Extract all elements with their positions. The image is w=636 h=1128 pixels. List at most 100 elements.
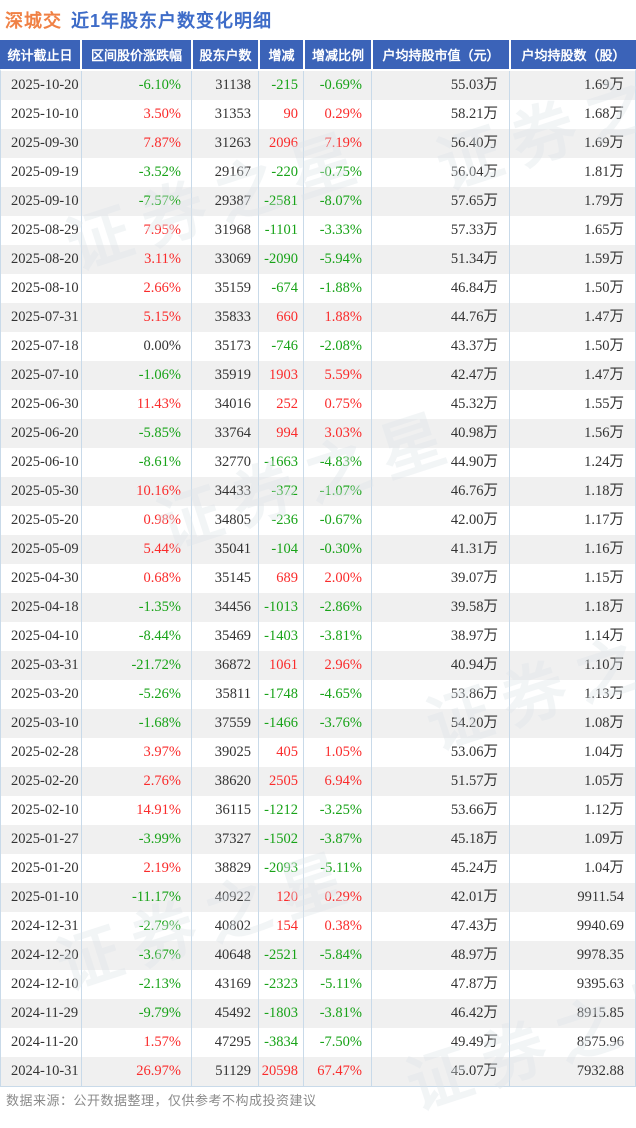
cell-avg-shares: 1.18万 <box>584 599 624 615</box>
cell-range-change: -5.26% <box>82 680 192 709</box>
cell-avg-shares: 1.47万 <box>584 309 624 325</box>
cell-delta-pct: -5.11% <box>304 854 372 883</box>
cell-delta-pct: -3.87% <box>304 825 372 854</box>
cell-avg-market-value: 46.42万 <box>372 999 510 1028</box>
cell-holder-count: 35469 <box>192 622 259 651</box>
cell-delta: -1403 <box>259 622 304 651</box>
cell-avg-market-value: 45.32万 <box>372 390 510 419</box>
cell-avg-market-value: 56.40万 <box>372 129 510 158</box>
cell-avg-shares: 1.50万 <box>584 280 624 296</box>
cell-stat-date: 2025-05-30 <box>1 477 82 506</box>
cell-delta: -3834 <box>259 1028 304 1057</box>
cell-delta: -372 <box>259 477 304 506</box>
cell-delta-pct: 2.96% <box>304 651 372 680</box>
cell-stat-date: 2025-06-20 <box>1 419 82 448</box>
cell-holder-count: 35811 <box>192 680 259 709</box>
cell-range-change: -1.35% <box>82 593 192 622</box>
cell-range-change: 5.15% <box>82 303 192 332</box>
cell-avg-market-value: 41.31万 <box>372 535 510 564</box>
cell-avg-market-value: 44.90万 <box>372 448 510 477</box>
cell-holder-count: 29167 <box>192 158 259 187</box>
cell-delta-pct: 67.47% <box>304 1057 372 1086</box>
cell-delta: -1803 <box>259 999 304 1028</box>
table-row: 2025-01-10 -11.17% 40922 120 0.29% 42.01… <box>1 883 635 912</box>
cell-holder-count: 45492 <box>192 999 259 1028</box>
cell-stat-date: 2025-02-28 <box>1 738 82 767</box>
cell-delta: 120 <box>259 883 304 912</box>
cell-holder-count: 34456 <box>192 593 259 622</box>
cell-avg-market-value: 51.34万 <box>372 245 510 274</box>
cell-range-change: -1.68% <box>82 709 192 738</box>
cell-avg-shares: 1.04万 <box>584 860 624 876</box>
cell-avg-market-value: 48.97万 <box>372 941 510 970</box>
cell-holder-count: 47295 <box>192 1028 259 1057</box>
cell-stat-date: 2025-09-19 <box>1 158 82 187</box>
cell-holder-count: 38620 <box>192 767 259 796</box>
cell-stat-date: 2025-04-10 <box>1 622 82 651</box>
cell-stat-date: 2025-07-31 <box>1 303 82 332</box>
cell-range-change: 14.91% <box>82 796 192 825</box>
cell-delta: -236 <box>259 506 304 535</box>
cell-avg-shares: 1.69万 <box>584 135 624 151</box>
cell-holder-count: 40648 <box>192 941 259 970</box>
cell-delta-pct: -8.07% <box>304 187 372 216</box>
cell-stat-date: 2025-03-20 <box>1 680 82 709</box>
cell-delta: -2581 <box>259 187 304 216</box>
cell-stat-date: 2025-05-09 <box>1 535 82 564</box>
cell-avg-shares: 9940.69 <box>576 918 624 934</box>
cell-holder-count: 39025 <box>192 738 259 767</box>
cell-avg-market-value: 39.07万 <box>372 564 510 593</box>
cell-delta: -215 <box>259 71 304 100</box>
cell-delta: 90 <box>259 100 304 129</box>
cell-avg-shares: 9978.35 <box>576 947 624 963</box>
cell-stat-date: 2025-01-27 <box>1 825 82 854</box>
cell-avg-market-value: 57.33万 <box>372 216 510 245</box>
cell-delta: -1748 <box>259 680 304 709</box>
table-row: 2025-08-29 7.95% 31968 -1101 -3.33% 57.3… <box>1 216 635 245</box>
cell-stat-date: 2025-06-30 <box>1 390 82 419</box>
cell-range-change: -2.13% <box>82 970 192 999</box>
cell-avg-market-value: 45.07万 <box>372 1057 510 1086</box>
cell-avg-market-value: 57.65万 <box>372 187 510 216</box>
table-row: 2025-08-20 3.11% 33069 -2090 -5.94% 51.3… <box>1 245 635 274</box>
cell-stat-date: 2025-02-10 <box>1 796 82 825</box>
table-row: 2025-09-30 7.87% 31263 2096 7.19% 56.40万… <box>1 129 635 158</box>
cell-delta: 154 <box>259 912 304 941</box>
cell-delta-pct: -2.86% <box>304 593 372 622</box>
cell-holder-count: 29387 <box>192 187 259 216</box>
cell-avg-market-value: 40.98万 <box>372 419 510 448</box>
table-row: 2025-06-30 11.43% 34016 252 0.75% 45.32万… <box>1 390 635 419</box>
cell-delta-pct: -3.33% <box>304 216 372 245</box>
table-row: 2025-02-10 14.91% 36115 -1212 -3.25% 53.… <box>1 796 635 825</box>
cell-avg-shares: 1.17万 <box>584 512 624 528</box>
cell-avg-market-value: 54.20万 <box>372 709 510 738</box>
cell-stat-date: 2025-01-10 <box>1 883 82 912</box>
stock-name: 深城交 <box>5 11 62 31</box>
shareholder-count-table: 统计截止日 区间股价涨跌幅 股东户数 增减 增减比例 户均持股市值（元） 户均持… <box>0 40 636 1087</box>
cell-range-change: 7.95% <box>82 216 192 245</box>
cell-avg-shares: 1.65万 <box>584 222 624 238</box>
cell-avg-shares: 1.47万 <box>584 367 624 383</box>
table-row: 2025-01-27 -3.99% 37327 -1502 -3.87% 45.… <box>1 825 635 854</box>
cell-stat-date: 2025-10-20 <box>1 71 82 100</box>
cell-range-change: 2.76% <box>82 767 192 796</box>
cell-avg-market-value: 38.97万 <box>372 622 510 651</box>
cell-stat-date: 2025-07-18 <box>1 332 82 361</box>
cell-stat-date: 2024-12-20 <box>1 941 82 970</box>
cell-range-change: 3.11% <box>82 245 192 274</box>
cell-avg-market-value: 46.84万 <box>372 274 510 303</box>
cell-range-change: 3.50% <box>82 100 192 129</box>
cell-range-change: 0.00% <box>82 332 192 361</box>
cell-delta-pct: -3.76% <box>304 709 372 738</box>
cell-delta: 20598 <box>259 1057 304 1086</box>
cell-range-change: -8.61% <box>82 448 192 477</box>
cell-range-change: 7.87% <box>82 129 192 158</box>
cell-holder-count: 34016 <box>192 390 259 419</box>
cell-holder-count: 43169 <box>192 970 259 999</box>
cell-avg-shares: 1.59万 <box>584 251 624 267</box>
cell-range-change: 0.98% <box>82 506 192 535</box>
cell-avg-shares: 1.08万 <box>584 715 624 731</box>
cell-range-change: -3.52% <box>82 158 192 187</box>
table-row: 2025-02-20 2.76% 38620 2505 6.94% 51.57万… <box>1 767 635 796</box>
cell-range-change: -11.17% <box>82 883 192 912</box>
